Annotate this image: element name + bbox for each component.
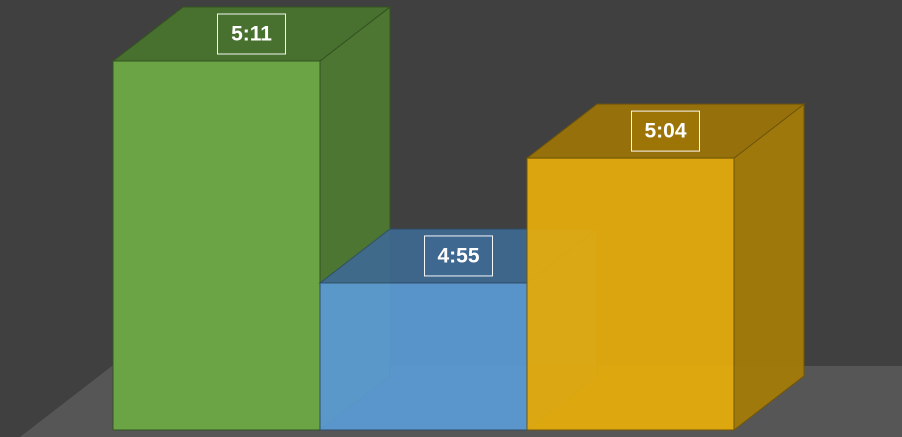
- value-label-box: [424, 235, 493, 277]
- value-label-box: [631, 110, 700, 152]
- value-label-box: [217, 13, 286, 55]
- bar-front: [112, 60, 321, 431]
- value-label: 4:55: [437, 245, 479, 268]
- bar: [525, 103, 806, 432]
- value-label: 5:11: [231, 23, 272, 46]
- bar-side: [733, 103, 805, 432]
- bar-front: [319, 282, 528, 431]
- value-label: 5:04: [644, 120, 686, 143]
- bar-front: [526, 157, 735, 431]
